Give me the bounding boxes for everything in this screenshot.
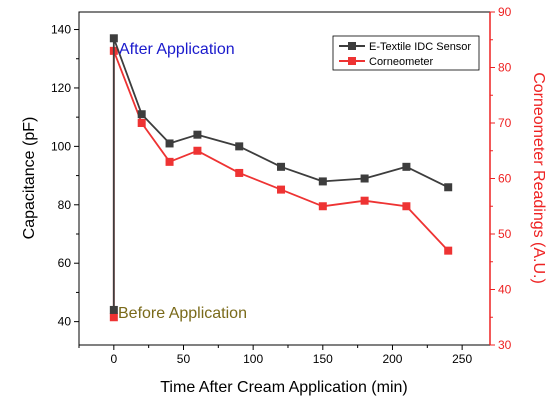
x-tick-label: 150 bbox=[313, 352, 333, 366]
legend-marker-idc bbox=[348, 42, 356, 50]
annotation-before-application: Before Application bbox=[118, 305, 247, 322]
annotation-after-application: After Application bbox=[119, 41, 235, 58]
data-point-idc bbox=[402, 162, 411, 171]
x-tick-label: 200 bbox=[382, 352, 402, 366]
data-point-idc bbox=[165, 139, 174, 148]
y-right-tick-label: 40 bbox=[498, 283, 512, 297]
x-tick-label: 250 bbox=[452, 352, 472, 366]
y-right-tick-label: 30 bbox=[498, 338, 512, 352]
data-point-corneometer bbox=[277, 185, 286, 194]
data-point-corneometer bbox=[165, 157, 174, 166]
y-right-tick-label: 90 bbox=[498, 5, 512, 19]
legend: E-Textile IDC Sensor Corneometer bbox=[332, 35, 480, 71]
data-point-idc bbox=[193, 130, 202, 139]
x-tick-label: 50 bbox=[177, 352, 191, 366]
y-axis-right-label: Corneometer Readings (A.U.) bbox=[530, 72, 547, 284]
y-right-tick-label: 50 bbox=[498, 227, 512, 241]
series-line-idc bbox=[112, 37, 449, 310]
before-point-corneometer bbox=[109, 313, 118, 322]
data-point-corneometer bbox=[444, 246, 453, 255]
legend-box bbox=[332, 35, 480, 71]
data-point-idc bbox=[277, 162, 286, 171]
data-point-idc bbox=[360, 174, 369, 183]
data-point-corneometer bbox=[402, 202, 411, 211]
y-left-tick-label: 40 bbox=[58, 315, 72, 329]
y-right-tick-label: 60 bbox=[498, 172, 512, 186]
y-left-tick-label: 140 bbox=[51, 23, 71, 37]
data-point-idc bbox=[318, 177, 327, 186]
data-point-idc bbox=[235, 142, 244, 151]
x-tick-label: 0 bbox=[110, 352, 117, 366]
data-point-corneometer bbox=[137, 119, 146, 127]
x-tick-label: 100 bbox=[243, 352, 263, 366]
y-right-tick-label: 80 bbox=[498, 61, 512, 75]
x-axis-label: Time After Cream Application (min) bbox=[160, 379, 407, 396]
y-axis-left-label: Capacitance (pF) bbox=[21, 117, 38, 240]
data-point-idc bbox=[109, 34, 118, 43]
series-layer bbox=[109, 34, 453, 322]
y-left-tick-label: 120 bbox=[51, 81, 71, 95]
data-point-corneometer bbox=[193, 146, 202, 155]
data-point-corneometer bbox=[235, 168, 244, 177]
data-point-corneometer bbox=[360, 196, 369, 205]
legend-marker-corneometer bbox=[348, 57, 356, 65]
legend-label-corneometer: Corneometer bbox=[369, 56, 434, 68]
y-left-tick-label: 100 bbox=[51, 139, 71, 153]
data-point-idc bbox=[444, 183, 453, 192]
data-point-corneometer bbox=[318, 202, 327, 211]
y-left-tick-label: 60 bbox=[58, 256, 72, 270]
y-right-tick-label: 70 bbox=[498, 116, 512, 130]
legend-label-idc: E-Textile IDC Sensor bbox=[369, 41, 471, 53]
ticks-layer: 0 50 100 150 200 250 40 60 80 100 120 140 30 40 50 60 70… bbox=[51, 5, 512, 366]
data-point-idc bbox=[137, 110, 146, 119]
series-line-corneometer bbox=[112, 50, 449, 318]
y-left-tick-label: 80 bbox=[58, 198, 72, 212]
before-point-idc bbox=[109, 305, 118, 314]
